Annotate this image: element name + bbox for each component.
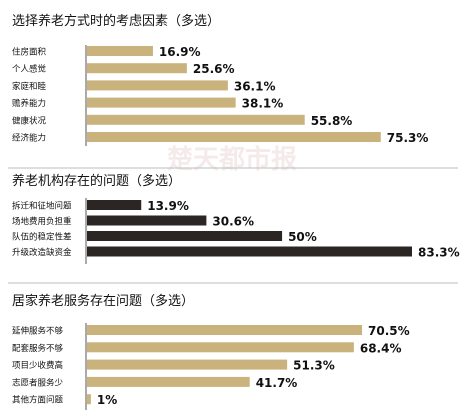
category-label-0-5: 经济能力 [12,133,46,144]
bar-0-1 [87,63,187,74]
bar-0-0 [87,46,153,56]
value-label-1-0: 13.9% [147,199,189,213]
category-label-0-0: 住房面积 [12,47,47,58]
category-label-1-3: 升级改造缺资金 [12,247,72,258]
chart-title-institution-problems: 养老机构存在的问题（多选） [12,173,181,189]
value-label-0-2: 36.1% [234,79,276,93]
chart-title-home-care-problems: 居家养老服务存在问题（多选） [12,293,194,309]
bar-0-5 [87,132,381,142]
category-label-1-1: 场地费用负担重 [12,216,72,227]
chart-section-institution-problems: 养老机构存在的问题（多选） 拆迁和征地问题 13.9% 场地费用负担重 30.6% 队伍… [12,173,460,264]
category-label-0-4: 健康状况 [12,115,47,126]
bar-0-3 [87,97,236,108]
bar-2-2 [87,359,288,370]
bar-1-3 [87,246,412,257]
bar-2-4 [87,394,91,405]
value-label-0-1: 25.6% [193,62,235,76]
watermark-text: 楚天都市报 [167,144,297,175]
category-label-0-2: 家庭和睦 [12,81,47,92]
bar-1-1 [87,215,207,226]
value-label-0-3: 38.1% [242,97,284,111]
category-label-2-3: 志愿者服务少 [12,377,64,388]
value-label-2-4: 1% [97,393,117,407]
value-label-2-1: 68.4% [360,341,402,355]
category-label-0-1: 个人感觉 [12,64,47,75]
chart-section-home-care-problems: 居家养老服务存在问题（多选） 延伸服务不够 70.5% 配套服务不够 68.4% 项目少… [12,293,410,410]
bar-1-2 [87,231,283,241]
bar-2-1 [87,342,354,353]
value-label-0-4: 55.8% [311,114,353,128]
value-label-0-0: 16.9% [159,45,201,59]
value-label-1-1: 30.6% [212,215,254,229]
value-label-2-3: 41.7% [256,376,298,390]
bar-group-considerations: 住房面积 16.9% 个人感觉 25.6% 家庭和睦 36.1% 赡养能力 38.1% 健康状况… [12,45,428,145]
value-label-1-3: 83.3% [418,246,460,260]
value-label-2-0: 70.5% [368,324,410,338]
category-label-2-2: 项目少收费高 [12,360,63,371]
bar-0-2 [87,80,228,91]
bar-2-0 [87,325,363,335]
category-label-2-4: 其他方面问题 [12,395,64,406]
bar-0-4 [87,114,305,125]
bar-1-0 [87,200,142,210]
bar-2-3 [87,376,250,387]
category-label-1-2: 队伍的稳定性差 [12,232,72,243]
category-label-2-0: 延伸服务不够 [12,326,64,337]
value-label-2-2: 51.3% [293,359,335,373]
category-label-2-1: 配套服务不够 [12,343,64,354]
chart-title-considerations: 选择养老方式时的考虑因素（多选） [12,13,220,29]
value-label-1-2: 50% [288,230,317,244]
category-label-1-0: 拆迁和征地问题 [12,201,72,212]
bar-group-institution-problems: 拆迁和征地问题 13.9% 场地费用负担重 30.6% 队伍的稳定性差 50% 升级改造缺资… [12,199,460,260]
chart-section-considerations: 选择养老方式时的考虑因素（多选） 住房面积 16.9% 个人感觉 25.6% 家庭和睦 3… [12,13,428,146]
category-label-0-3: 赡养能力 [12,98,46,109]
bar-group-home-care-problems: 延伸服务不够 70.5% 配套服务不够 68.4% 项目少收费高 51.3% 志愿者服务少 4… [12,324,410,407]
value-label-0-5: 75.3% [387,131,429,145]
